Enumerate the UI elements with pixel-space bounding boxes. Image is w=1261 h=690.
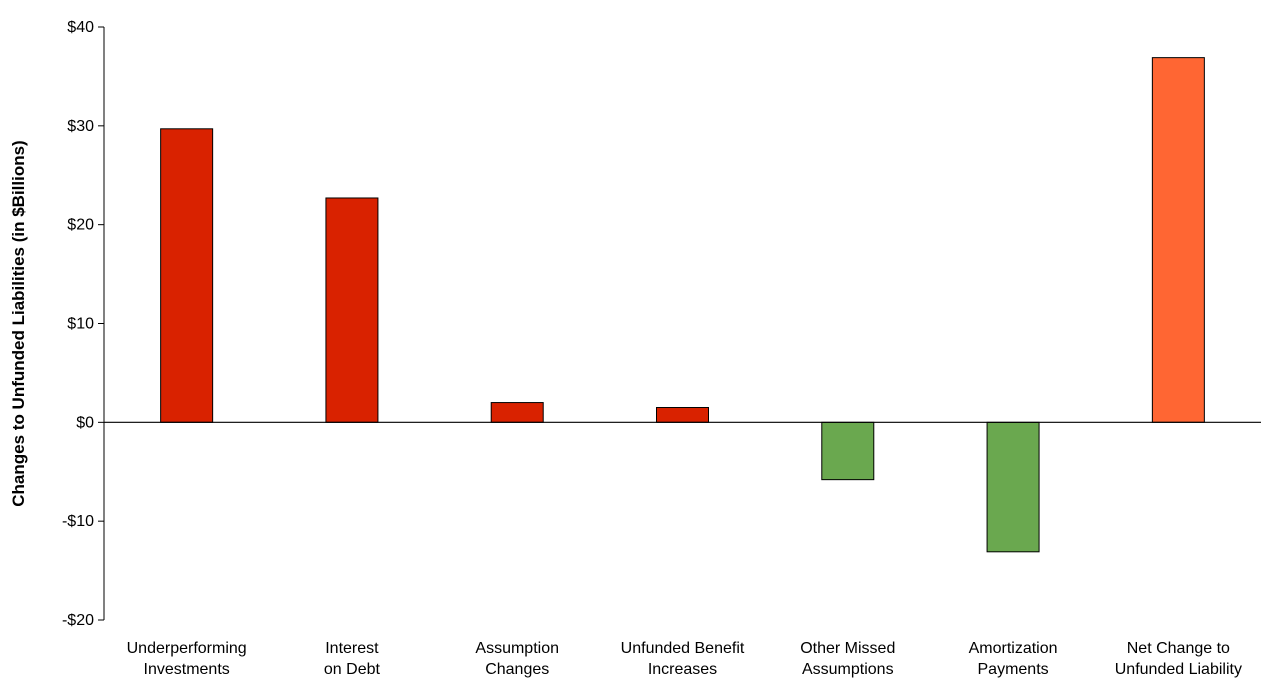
x-category-label: Assumptions [802,661,894,678]
x-category-label: Assumption [475,640,559,657]
y-tick-label: $20 [67,217,94,234]
y-tick-label: $40 [67,19,94,36]
bar [160,128,214,423]
x-category-label: Changes [485,661,549,678]
x-category-label: Increases [648,661,717,678]
x-category-label: Payments [978,661,1049,678]
x-category-label: Interest [325,640,379,657]
y-axis-title: Changes to Unfunded Liabilities (in $Bil… [9,140,28,506]
y-tick-label: -$20 [62,612,94,629]
x-category-label: Other Missed [800,640,895,657]
y-tick-label: $0 [76,414,94,431]
x-category-label: Investments [144,661,230,678]
y-tick-label: -$10 [62,513,94,530]
y-tick-label: $30 [67,118,94,135]
x-category-label: Unfunded Benefit [621,640,745,657]
x-category-label: Unfunded Liability [1115,661,1242,678]
bar [986,421,1040,553]
bar [1151,57,1205,423]
x-category-label: Amortization [969,640,1058,657]
bar [656,407,709,423]
bar [821,421,875,481]
y-tick-label: $10 [67,316,94,333]
bar [490,402,544,423]
bar [325,197,379,423]
x-category-label: on Debt [324,661,381,678]
x-category-label: Net Change to [1127,640,1230,657]
x-category-label: Underperforming [127,640,247,657]
